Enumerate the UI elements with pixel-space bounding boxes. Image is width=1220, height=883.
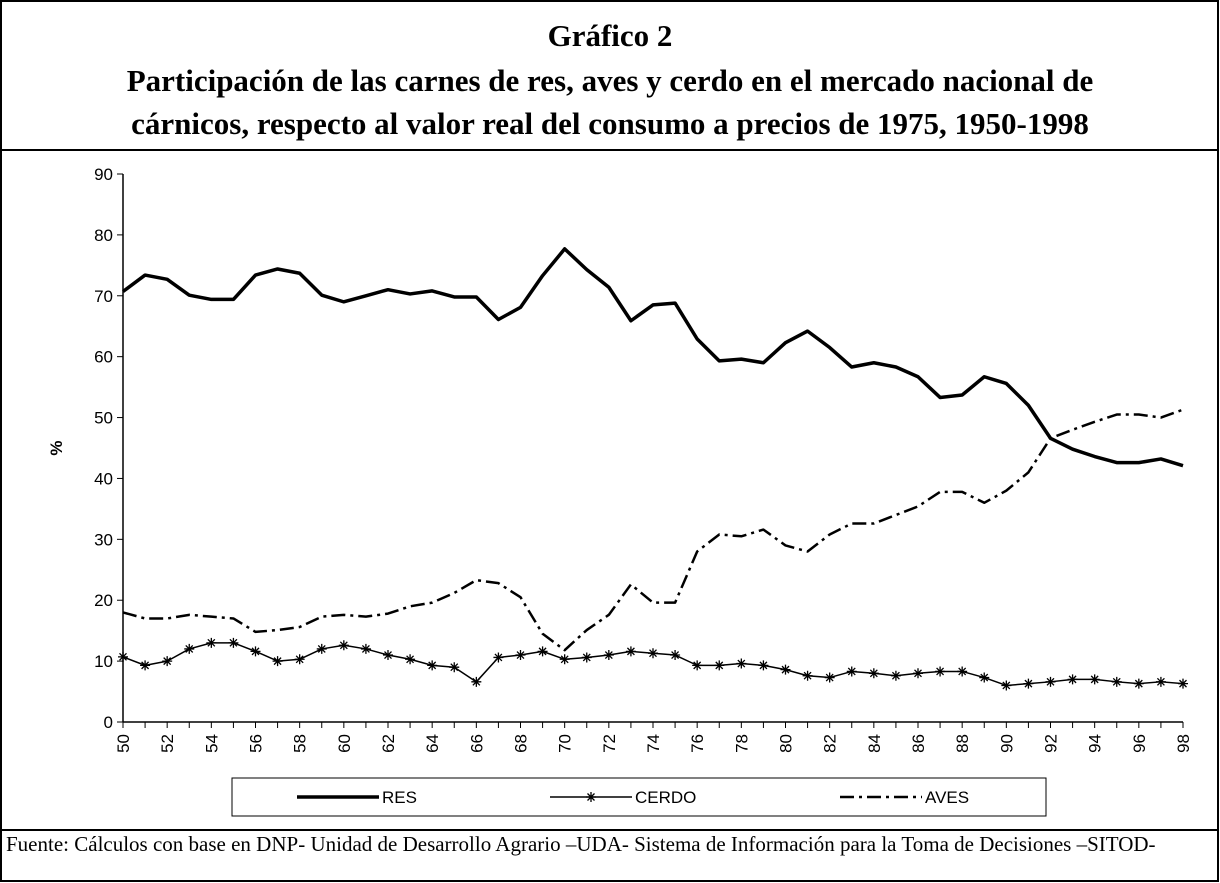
point-marker — [206, 637, 217, 648]
point-marker — [250, 646, 261, 657]
point-marker — [846, 666, 857, 677]
point-marker — [294, 654, 305, 665]
x-tick-label: 68 — [512, 734, 531, 753]
x-tick-label: 86 — [909, 734, 928, 753]
point-marker — [780, 664, 791, 675]
point-marker — [360, 643, 371, 654]
point-marker — [935, 666, 946, 677]
x-tick-label: 92 — [1042, 734, 1061, 753]
x-tick-label: 84 — [865, 734, 884, 753]
x-tick-label: 76 — [688, 734, 707, 753]
x-tick-label: 94 — [1086, 734, 1105, 753]
y-tick-label: 50 — [94, 409, 113, 428]
y-tick-label: 40 — [94, 469, 113, 488]
x-tick-label: 54 — [202, 734, 221, 753]
x-tick-label: 50 — [114, 734, 133, 753]
x-tick-label: 82 — [821, 734, 840, 753]
point-marker — [228, 637, 239, 648]
x-tick-label: 66 — [467, 734, 486, 753]
x-tick-label: 64 — [423, 734, 442, 753]
point-marker — [868, 668, 879, 679]
point-marker — [890, 670, 901, 681]
point-marker — [559, 654, 570, 665]
point-marker — [118, 651, 128, 662]
point-marker — [383, 650, 393, 661]
point-marker — [913, 668, 923, 679]
x-tick-label: 62 — [379, 734, 398, 753]
chart-subtitle: Participación de las carnes de res, aves… — [127, 63, 1094, 98]
point-marker — [471, 676, 482, 687]
point-marker — [427, 660, 438, 671]
point-marker — [449, 662, 460, 673]
point-marker — [625, 646, 636, 657]
point-marker — [140, 660, 151, 671]
point-marker — [1045, 676, 1056, 687]
x-tick-label: 60 — [335, 734, 354, 753]
y-tick-label: 90 — [94, 165, 113, 184]
legend-marker — [586, 792, 596, 802]
y-tick-label: 60 — [94, 348, 113, 367]
x-tick-label: 74 — [644, 734, 663, 753]
point-marker — [581, 652, 592, 663]
legend-box — [231, 777, 1047, 817]
point-marker — [1111, 676, 1122, 687]
point-marker — [957, 666, 968, 677]
point-marker — [1089, 674, 1100, 685]
x-tick-label: 78 — [732, 734, 751, 753]
legend-label: CERDO — [635, 788, 696, 807]
point-marker — [1067, 674, 1078, 685]
point-marker — [824, 672, 835, 683]
point-marker — [316, 643, 327, 654]
point-marker — [493, 652, 504, 663]
point-marker — [272, 656, 283, 667]
y-tick-label: 0 — [104, 713, 113, 732]
x-tick-label: 72 — [600, 734, 619, 753]
point-marker — [537, 646, 548, 657]
series-line — [122, 408, 1184, 652]
y-tick-label: 30 — [94, 530, 113, 549]
point-marker — [1178, 678, 1188, 689]
point-marker — [1155, 676, 1166, 687]
x-tick-label: 98 — [1174, 734, 1193, 753]
point-marker — [405, 654, 416, 665]
point-marker — [338, 640, 349, 651]
point-marker — [1001, 680, 1012, 691]
legend-label: AVES — [925, 788, 969, 807]
x-tick-label: 52 — [158, 734, 177, 753]
point-marker — [736, 658, 747, 669]
x-tick-label: 96 — [1130, 734, 1149, 753]
y-tick-label: 10 — [94, 652, 113, 671]
chart-subtitle: cárnicos, respecto al valor real del con… — [131, 106, 1089, 141]
point-marker — [162, 656, 173, 667]
legend-label: RES — [382, 788, 417, 807]
x-tick-label: 56 — [247, 734, 266, 753]
x-tick-label: 88 — [953, 734, 972, 753]
point-marker — [648, 648, 658, 659]
point-marker — [692, 660, 703, 671]
point-marker — [1133, 678, 1144, 689]
y-axis-label: % — [47, 440, 66, 455]
x-tick-label: 70 — [556, 734, 575, 753]
series-line — [121, 247, 1184, 468]
point-marker — [603, 650, 614, 661]
point-marker — [184, 643, 195, 654]
source-note: Fuente: Cálculos con base en DNP- Unidad… — [6, 832, 1156, 856]
y-tick-label: 70 — [94, 287, 113, 306]
point-marker — [515, 650, 526, 661]
chart-title: Gráfico 2 — [548, 18, 673, 53]
x-tick-label: 80 — [777, 734, 796, 753]
x-tick-label: 58 — [291, 734, 310, 753]
point-marker — [714, 660, 725, 671]
point-marker — [670, 650, 681, 661]
point-marker — [979, 672, 990, 683]
point-marker — [758, 660, 769, 671]
y-tick-label: 80 — [94, 226, 113, 245]
point-marker — [1023, 678, 1034, 689]
x-tick-label: 90 — [997, 734, 1016, 753]
y-tick-label: 20 — [94, 591, 113, 610]
point-marker — [802, 670, 813, 681]
